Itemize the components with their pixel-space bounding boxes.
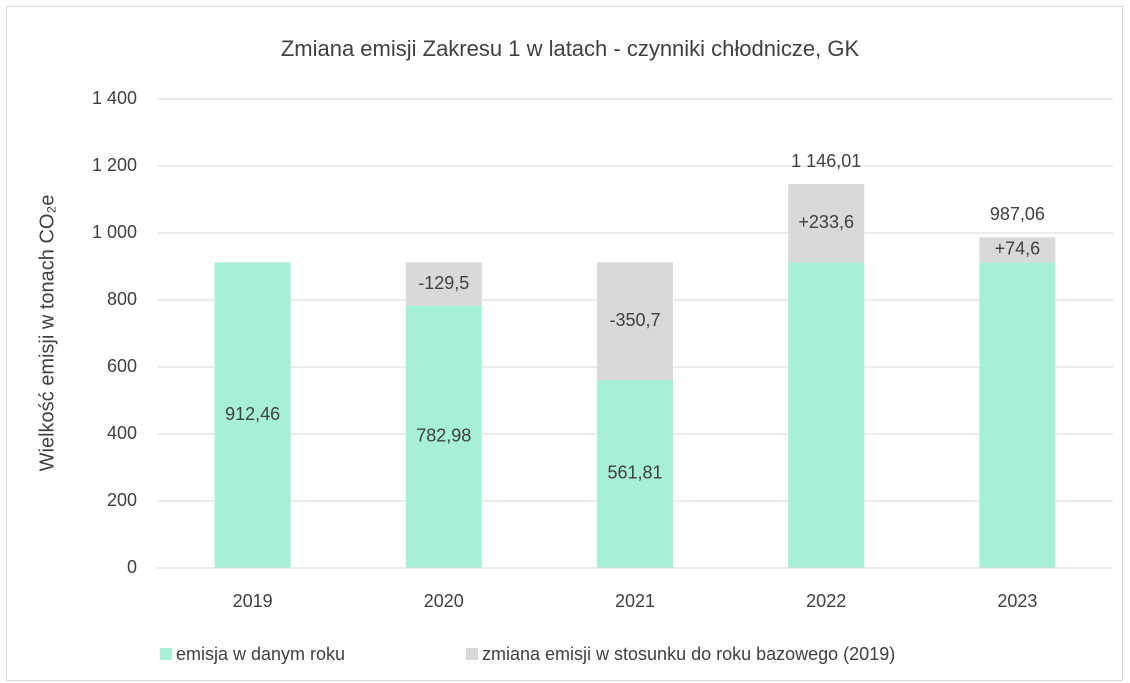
y-tick-label: 1 400: [92, 88, 137, 108]
bar-segment: [788, 262, 865, 568]
bar-segment: [979, 237, 1056, 263]
data-label: -129,5: [418, 273, 469, 293]
x-tick-label: 2019: [233, 591, 273, 611]
data-label: +74,6: [995, 239, 1041, 259]
legend-label: zmiana emisji w stosunku do roku bazoweg…: [482, 644, 895, 664]
y-tick-label: 1 200: [92, 155, 137, 175]
data-label: +233,6: [798, 212, 854, 232]
data-label: 912,46: [225, 404, 280, 424]
x-tick-label: 2021: [615, 591, 655, 611]
data-label: -350,7: [609, 310, 660, 330]
bar-segment: [597, 379, 673, 568]
y-tick-label: 200: [107, 490, 137, 510]
bar-segment: [788, 184, 865, 263]
x-tick-label: 2020: [424, 591, 464, 611]
chart-title: Zmiana emisji Zakresu 1 w latach - czynn…: [281, 36, 860, 61]
x-tick-label: 2023: [997, 591, 1037, 611]
y-tick-label: 400: [107, 423, 137, 443]
legend-swatch: [160, 648, 172, 660]
bar-segment: [979, 262, 1056, 568]
data-label: 561,81: [607, 463, 662, 483]
bar-segment: [405, 262, 482, 306]
total-label: 987,06: [990, 204, 1045, 224]
total-label: 1 146,01: [791, 151, 861, 171]
y-tick-label: 600: [107, 356, 137, 376]
y-axis-label: Wielkość emisji w tonach CO₂e: [36, 195, 58, 472]
legend-swatch: [466, 648, 478, 660]
y-tick-label: 800: [107, 289, 137, 309]
legend-label: emisja w danym roku: [176, 644, 345, 664]
data-label: 782,98: [416, 426, 471, 446]
x-tick-label: 2022: [806, 591, 846, 611]
chart-border: [6, 6, 1123, 681]
y-tick-label: 0: [127, 557, 137, 577]
bar-segment: [405, 305, 482, 568]
y-tick-label: 1 000: [92, 222, 137, 242]
bar-segment: [597, 262, 673, 380]
bar-segment: [214, 262, 291, 568]
